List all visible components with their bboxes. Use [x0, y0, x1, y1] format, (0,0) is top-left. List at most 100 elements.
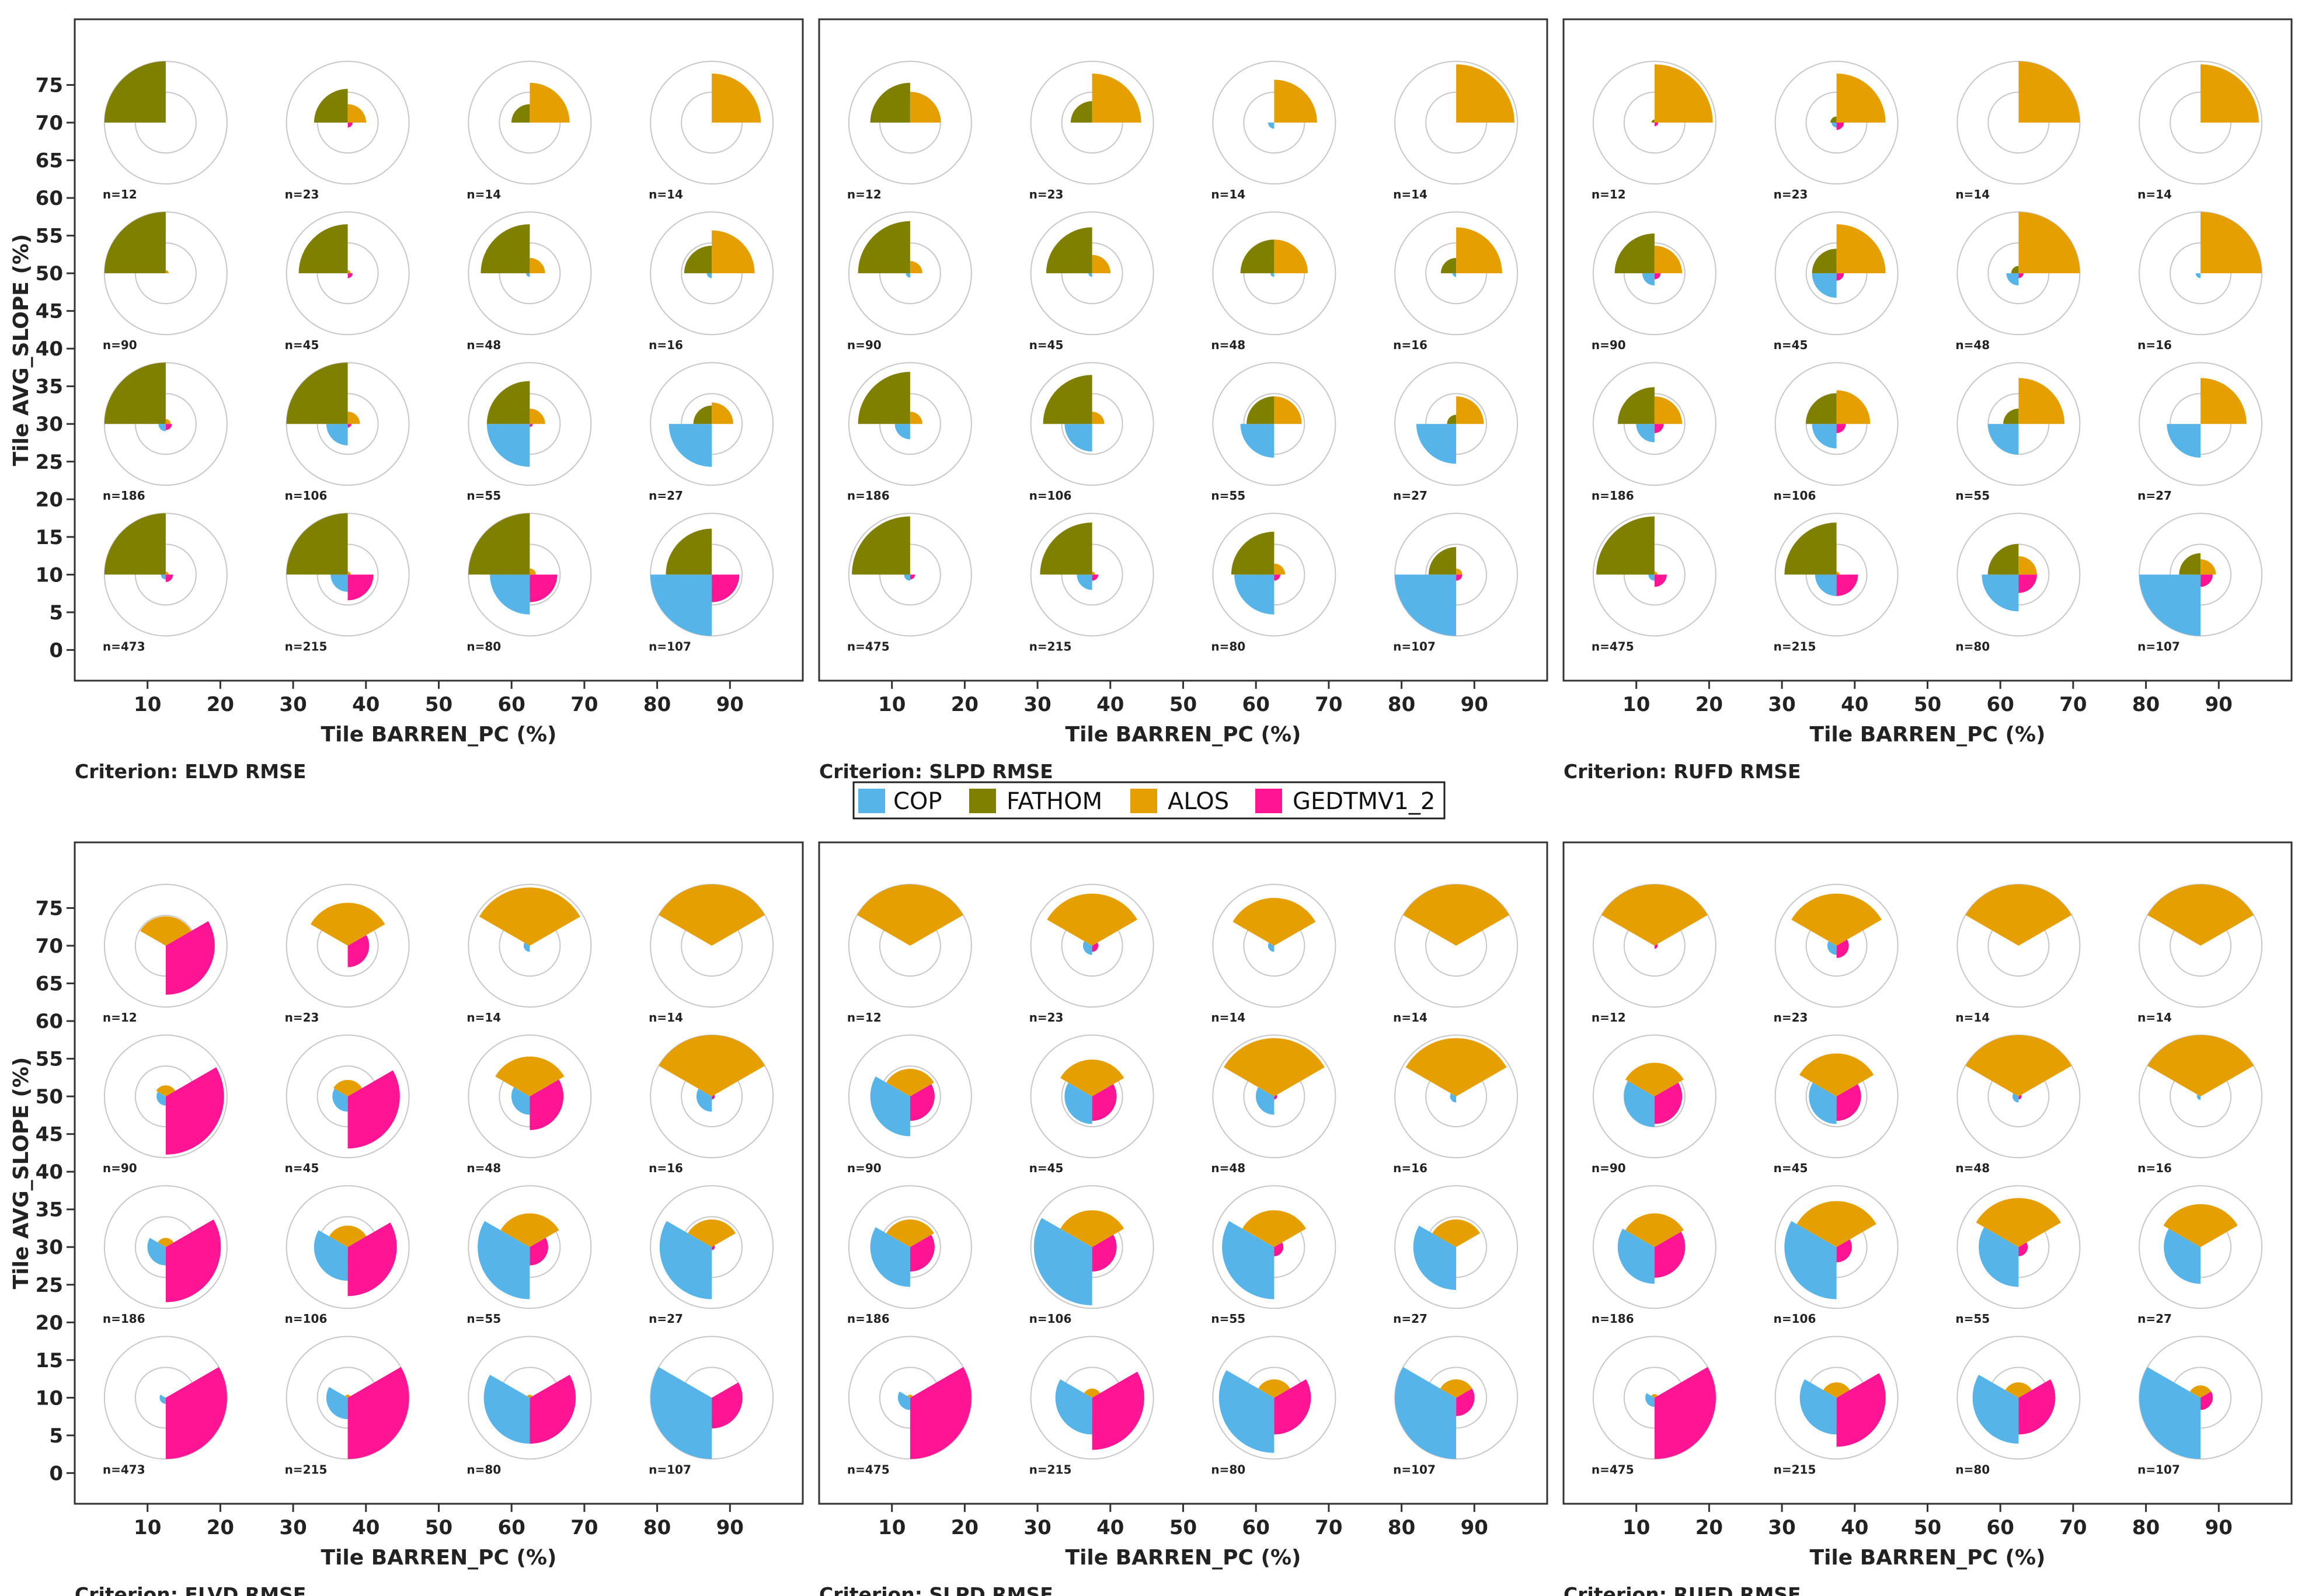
- wedge-gedtmv1-2: [1654, 1232, 1686, 1278]
- glyph-outer-ring: [468, 211, 592, 336]
- sample-count-label: n=186: [103, 489, 145, 503]
- glyph-r3-c1: n=186: [847, 362, 972, 503]
- glyph-r2-c4: n=16: [1393, 1034, 1519, 1175]
- glyph-r1-c4: n=14: [2137, 61, 2263, 201]
- glyph-outer-ring: [1212, 362, 1336, 486]
- glyph-r4-c2: n=215: [285, 513, 410, 653]
- glyph-outer-ring: [1956, 1336, 2081, 1460]
- sample-count-label: n=12: [103, 1010, 137, 1024]
- wedge-cop: [1809, 1082, 1837, 1124]
- legend-swatch-alos: [1130, 789, 1157, 813]
- wedge-fathom: [1617, 387, 1655, 424]
- glyph-r1-c4: n=14: [1393, 884, 1519, 1024]
- glyph-outer-ring: [468, 1336, 592, 1460]
- glyph-r3-c4: n=27: [2137, 1185, 2263, 1326]
- wedge-alos: [2200, 64, 2259, 123]
- glyph-outer-ring: [1394, 211, 1519, 336]
- wedge-gedtmv1-2: [2018, 273, 2024, 278]
- glyph-r3-c1: n=186: [847, 1185, 972, 1326]
- glyph-r3-c3: n=55: [1211, 362, 1336, 503]
- wedge-cop: [159, 1395, 166, 1404]
- x-tick-label: 10: [878, 1516, 906, 1539]
- wedge-alos: [530, 82, 570, 123]
- wedge-gedtmv1-2: [530, 424, 533, 427]
- glyph-outer-ring: [468, 884, 592, 1008]
- panel-r2-c3: 10 20 30 40 50 60 70 80 90 Tile BARREN_PC (%) Crit…: [1562, 841, 2293, 1596]
- wedge-alos: [2147, 884, 2254, 946]
- wedge-alos: [1274, 239, 1308, 274]
- wedge-cop: [483, 1375, 530, 1444]
- wedge-alos: [1440, 1379, 1472, 1398]
- x-tick-label: 50: [1169, 1516, 1197, 1539]
- wedge-gedtmv1-2: [1092, 574, 1099, 581]
- glyph-outer-ring: [848, 1336, 972, 1460]
- wedge-alos: [910, 92, 941, 123]
- wedge-fathom: [104, 212, 166, 274]
- sample-count-label: n=27: [1393, 1312, 1427, 1326]
- y-tick-label: 30: [36, 413, 63, 436]
- glyph-outer-ring: [1592, 1034, 1716, 1159]
- wedge-alos: [530, 257, 545, 274]
- wedge-cop: [1636, 424, 1655, 442]
- wedge-fathom: [104, 513, 166, 575]
- glyph-outer-ring: [1592, 362, 1716, 486]
- glyph-outer-ring: [1592, 61, 1716, 185]
- wedge-fathom: [684, 245, 712, 274]
- wedge-gedtmv1-2: [530, 1375, 576, 1444]
- wedge-cop: [1240, 424, 1275, 458]
- y-tick-label: 55: [36, 1048, 63, 1071]
- wedge-gedtmv1-2: [1654, 1367, 1716, 1459]
- sample-count-label: n=55: [466, 489, 501, 503]
- wedge-alos: [479, 887, 580, 946]
- x-tick-label: 60: [1987, 1516, 2014, 1539]
- wedge-alos: [907, 1395, 913, 1398]
- sample-count-label: n=23: [1029, 1010, 1064, 1024]
- wedge-alos: [1791, 893, 1882, 946]
- sample-count-label: n=473: [103, 1462, 145, 1476]
- glyph-outer-ring: [1030, 1185, 1154, 1309]
- x-tick-label: 30: [1023, 1516, 1051, 1539]
- wedge-alos: [1654, 245, 1683, 274]
- x-tick-label: 30: [1023, 693, 1051, 716]
- glyph-r3-c4: n=27: [649, 362, 774, 503]
- wedge-alos: [2163, 1204, 2238, 1247]
- x-tick-label: 90: [1461, 1516, 1488, 1539]
- glyph-r4-c4: n=107: [649, 1336, 774, 1476]
- legend-swatch-gedtmv1-2: [1255, 789, 1282, 813]
- wedge-cop: [1088, 273, 1092, 277]
- sample-count-label: n=106: [1774, 489, 1816, 503]
- glyph-r1-c4: n=14: [1393, 61, 1519, 201]
- wedge-fathom: [1440, 257, 1457, 274]
- glyph-outer-ring: [1030, 61, 1154, 185]
- sample-count-label: n=186: [1592, 1312, 1634, 1326]
- wedge-alos: [1651, 1394, 1658, 1398]
- wedge-fathom: [286, 363, 348, 424]
- glyph-r1-c2: n=23: [1774, 884, 1899, 1024]
- glyph-r4-c2: n=215: [1774, 513, 1899, 653]
- wedge-cop: [2167, 424, 2201, 458]
- wedge-cop: [161, 574, 166, 580]
- x-tick-label: 70: [2059, 1516, 2087, 1539]
- x-tick-label: 80: [1388, 693, 1415, 716]
- x-tick-label: 50: [1169, 693, 1197, 716]
- sample-count-label: n=215: [285, 639, 328, 653]
- wedge-cop: [1064, 424, 1092, 452]
- y-tick-label: 25: [36, 1274, 63, 1297]
- glyph-r4-c3: n=80: [1955, 1336, 2081, 1476]
- sample-count-label: n=55: [466, 1312, 501, 1326]
- wedge-cop: [2139, 1367, 2201, 1459]
- glyph-outer-ring: [1956, 61, 2081, 185]
- wedge-alos: [712, 74, 761, 123]
- wedge-cop: [894, 424, 910, 440]
- glyph-r1-c3: n=14: [466, 61, 592, 201]
- wedge-alos: [2018, 378, 2065, 424]
- glyph-r2-c2: n=45: [285, 1034, 410, 1175]
- sample-count-label: n=55: [1211, 489, 1245, 503]
- wedge-gedtmv1-2: [910, 1084, 935, 1121]
- sample-count-label: n=14: [466, 187, 501, 201]
- glyph-r3-c4: n=27: [649, 1185, 774, 1326]
- x-tick-label: 10: [1622, 693, 1650, 716]
- glyph-r4-c1: n=475: [1592, 1336, 1716, 1476]
- glyph-inner-ring: [316, 92, 379, 154]
- glyph-outer-ring: [468, 362, 592, 486]
